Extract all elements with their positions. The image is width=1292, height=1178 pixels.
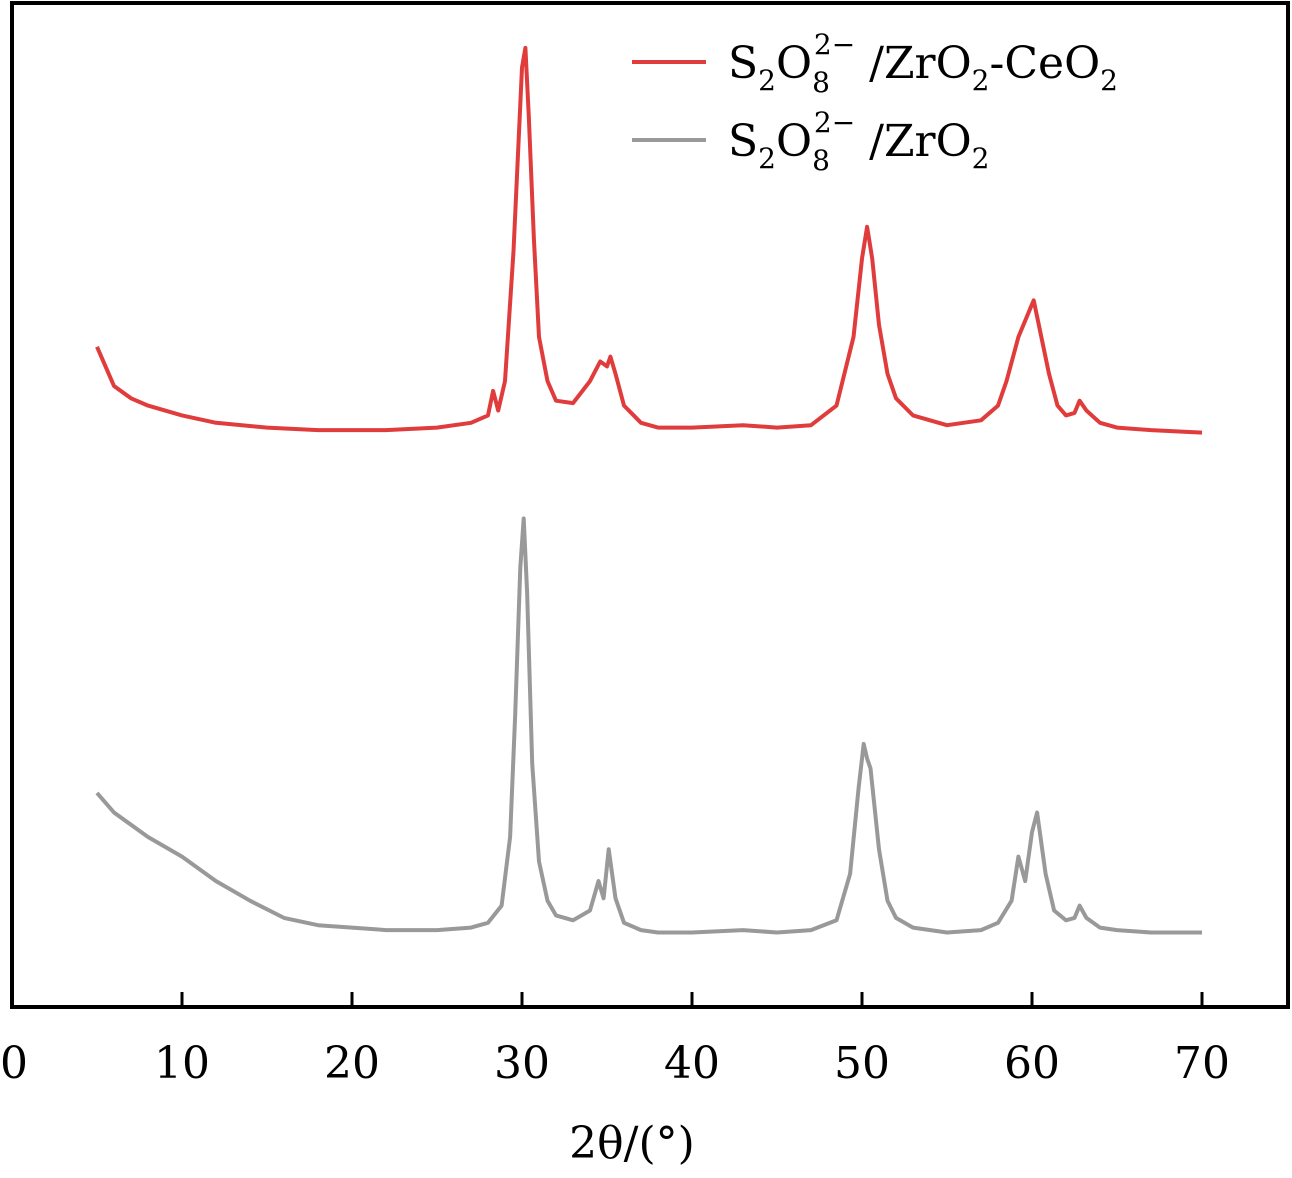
series-lines <box>95 45 1203 935</box>
x-axis-title: 2θ/(°) <box>569 1118 695 1169</box>
x-tick-label-0: 0 <box>0 1038 28 1089</box>
legend: S2O82− /ZrO2-CeO2 S2O82− /ZrO2 <box>632 28 1118 177</box>
x-tick-label-60: 60 <box>1004 1038 1060 1089</box>
x-tick-label-30: 30 <box>494 1038 550 1089</box>
x-tick-label-50: 50 <box>834 1038 890 1089</box>
x-tick-label-20: 20 <box>324 1038 380 1089</box>
x-tick-label-70: 70 <box>1174 1038 1230 1089</box>
x-axis-ticks <box>10 992 1204 1007</box>
series-line-zro2-ceo2 <box>95 45 1203 435</box>
x-axis-tick-labels: 0 10 20 30 40 50 60 70 <box>0 1038 1230 1089</box>
series-line-zro2 <box>95 516 1202 935</box>
x-tick-label-10: 10 <box>154 1038 210 1089</box>
legend-label-zro2: S2O82− /ZrO2 <box>728 106 990 177</box>
x-tick-label-40: 40 <box>664 1038 720 1089</box>
plot-frame <box>10 1 1290 1009</box>
legend-label-zro2-ceo2: S2O82− /ZrO2-CeO2 <box>728 28 1118 99</box>
